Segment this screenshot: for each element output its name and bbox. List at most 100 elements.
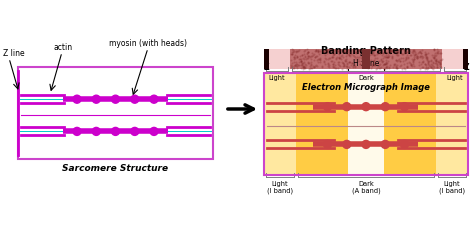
- Point: [363, 59, 370, 62]
- Point: [433, 48, 441, 52]
- Circle shape: [73, 96, 81, 104]
- Point: [335, 61, 343, 65]
- Point: [292, 62, 300, 66]
- Point: [376, 52, 383, 55]
- Point: [323, 49, 330, 53]
- Point: [401, 59, 409, 63]
- Point: [389, 66, 397, 69]
- Point: [370, 48, 377, 52]
- Point: [346, 54, 353, 58]
- Point: [403, 66, 411, 69]
- Point: [367, 67, 374, 71]
- Point: [424, 62, 431, 66]
- Point: [369, 60, 377, 64]
- Point: [301, 53, 308, 57]
- Point: [415, 56, 422, 60]
- Point: [383, 65, 390, 69]
- Point: [290, 67, 297, 71]
- Point: [410, 50, 417, 54]
- Point: [317, 59, 324, 62]
- Point: [437, 52, 444, 56]
- Point: [371, 60, 378, 64]
- Point: [335, 63, 342, 66]
- Point: [343, 62, 351, 65]
- Point: [299, 66, 307, 70]
- Point: [316, 61, 324, 64]
- Point: [323, 49, 330, 53]
- Point: [329, 50, 337, 53]
- Point: [335, 52, 342, 55]
- Point: [430, 54, 438, 58]
- Point: [371, 57, 379, 61]
- Point: [292, 50, 300, 54]
- Point: [392, 52, 400, 56]
- Point: [378, 61, 386, 65]
- Point: [304, 51, 311, 55]
- Point: [409, 59, 417, 63]
- Point: [298, 60, 305, 64]
- Point: [422, 55, 430, 58]
- Point: [374, 65, 382, 69]
- Point: [382, 50, 389, 54]
- Point: [390, 64, 398, 67]
- Point: [378, 58, 385, 62]
- Point: [368, 53, 375, 57]
- Point: [342, 65, 350, 69]
- Text: myosin (with heads): myosin (with heads): [109, 39, 187, 48]
- Point: [385, 55, 392, 58]
- Point: [312, 50, 319, 54]
- Point: [289, 65, 296, 69]
- Point: [290, 61, 298, 64]
- Point: [393, 52, 401, 55]
- Point: [428, 67, 436, 71]
- Point: [401, 52, 409, 55]
- Point: [373, 57, 381, 60]
- Point: [368, 49, 375, 52]
- Circle shape: [111, 128, 119, 136]
- Point: [343, 67, 351, 71]
- Point: [315, 50, 322, 54]
- Point: [357, 60, 365, 64]
- Point: [316, 57, 324, 60]
- Point: [320, 61, 328, 64]
- Point: [393, 67, 401, 71]
- Point: [418, 52, 425, 55]
- Point: [320, 52, 328, 55]
- Point: [401, 67, 408, 71]
- Point: [395, 59, 402, 63]
- Point: [358, 51, 366, 54]
- Point: [292, 51, 300, 54]
- Point: [343, 49, 350, 52]
- Point: [406, 61, 413, 64]
- Point: [361, 61, 368, 65]
- Point: [429, 64, 437, 68]
- Point: [413, 55, 420, 59]
- Point: [397, 57, 405, 60]
- Point: [338, 61, 346, 64]
- Point: [393, 64, 401, 68]
- Point: [331, 67, 338, 70]
- Point: [430, 57, 438, 61]
- Point: [428, 59, 435, 62]
- Point: [433, 58, 440, 62]
- Bar: [442, 50, 468, 70]
- Point: [309, 52, 316, 56]
- Point: [323, 49, 330, 53]
- Point: [296, 54, 303, 58]
- Point: [361, 64, 369, 68]
- Point: [307, 55, 315, 59]
- Point: [419, 60, 427, 64]
- Point: [300, 58, 308, 62]
- Point: [291, 57, 299, 61]
- Point: [434, 66, 441, 70]
- Point: [334, 49, 341, 53]
- Point: [434, 60, 441, 64]
- Point: [321, 63, 328, 67]
- Point: [304, 50, 312, 54]
- Point: [287, 66, 295, 70]
- Point: [289, 67, 297, 71]
- Point: [393, 52, 401, 55]
- Point: [375, 64, 383, 67]
- Point: [334, 50, 342, 54]
- Point: [383, 56, 390, 59]
